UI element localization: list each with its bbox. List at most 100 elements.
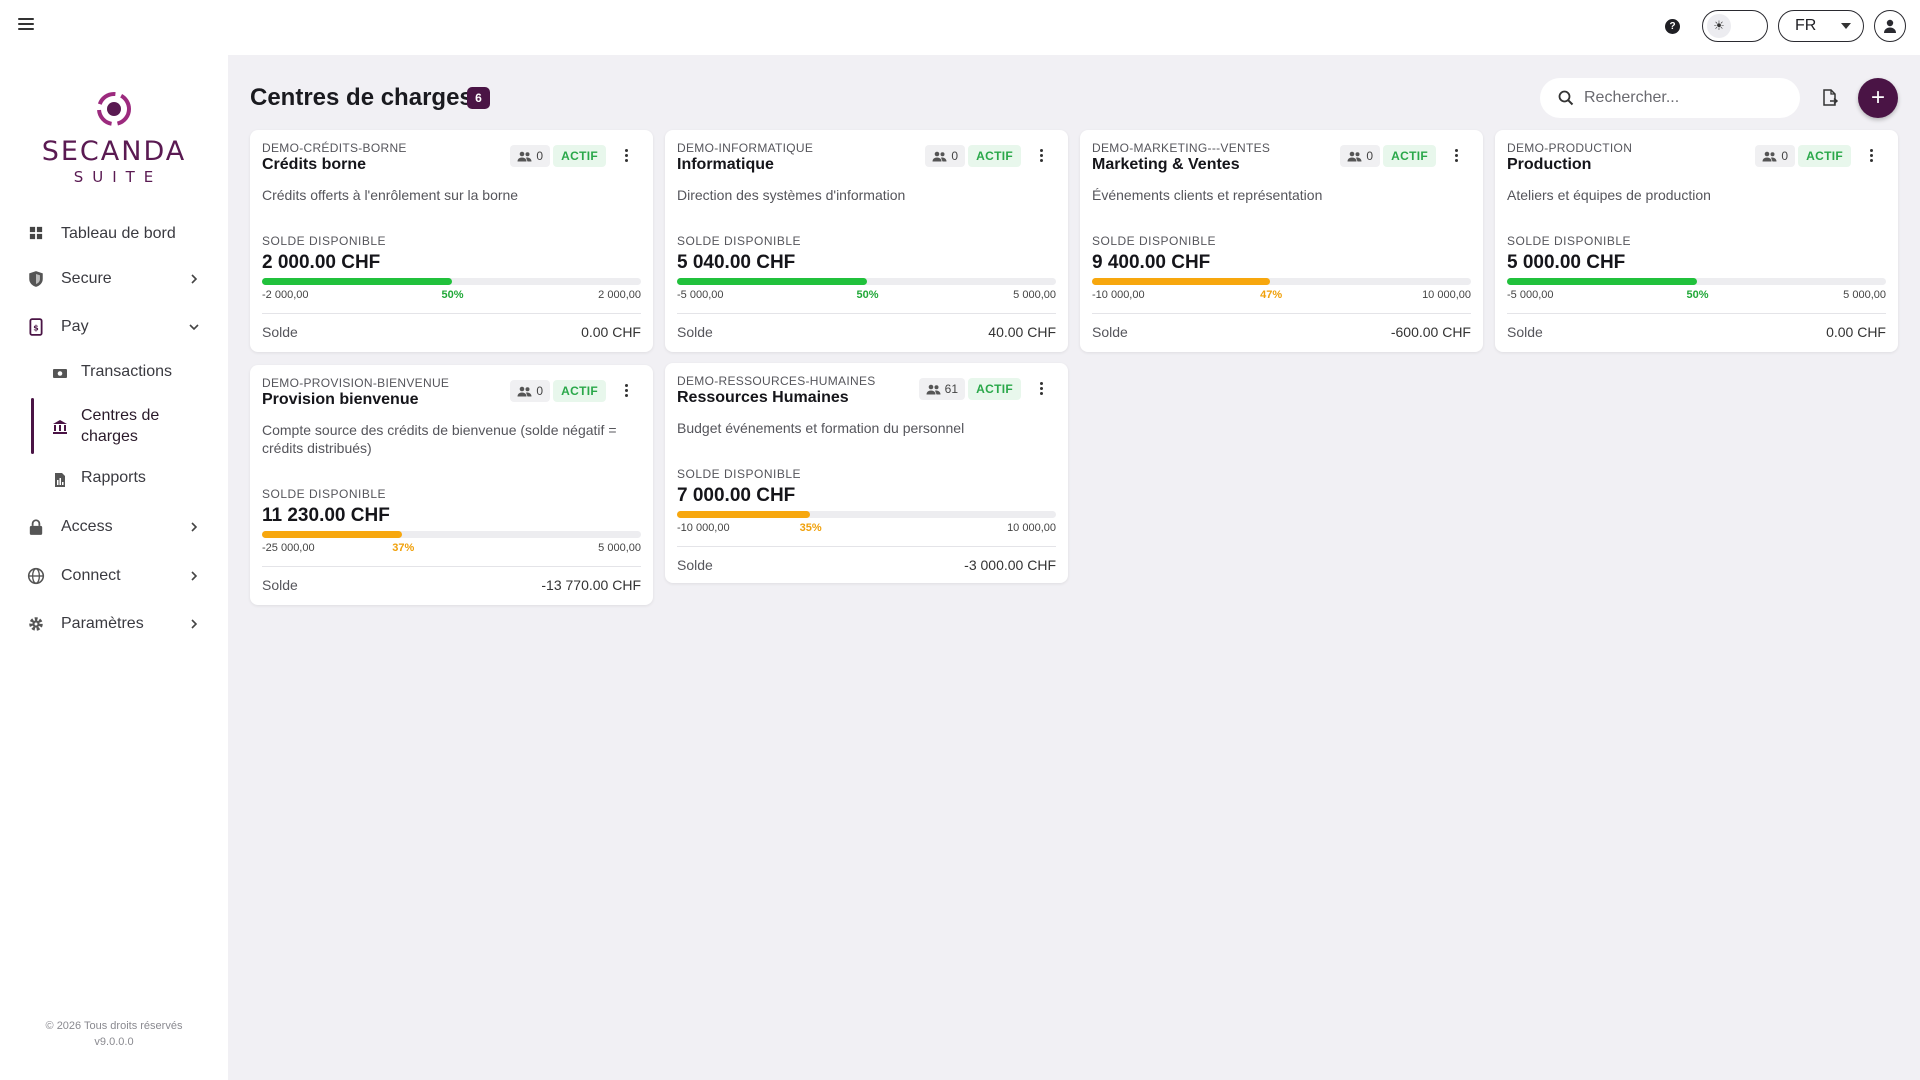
page-title: Centres de charges xyxy=(250,84,473,111)
shield-icon xyxy=(29,271,43,287)
sidebar-item-connect[interactable]: Connect xyxy=(0,565,228,587)
solde-value: -3 000.00 CHF xyxy=(964,557,1056,573)
chevron-right-icon xyxy=(191,274,198,284)
progress-fill xyxy=(262,531,403,538)
cost-center-card[interactable]: DEMO-RESSOURCES-HUMAINES Ressources Huma… xyxy=(665,363,1068,583)
cost-center-code: DEMO-PROVISION-BIENVENUE xyxy=(262,376,450,390)
count-badge: 6 xyxy=(467,87,490,109)
solde-label: Solde xyxy=(262,577,298,593)
solde-value: 40.00 CHF xyxy=(988,324,1056,340)
members-badge[interactable]: 0 xyxy=(1755,145,1795,167)
status-badge: ACTIF xyxy=(968,378,1021,400)
report-icon xyxy=(55,473,65,487)
sidebar-item-label: Transactions xyxy=(81,363,172,380)
members-badge[interactable]: 0 xyxy=(510,380,550,402)
theme-toggle[interactable]: ☀ xyxy=(1702,10,1768,42)
sidebar-item-access[interactable]: Access xyxy=(0,516,228,538)
solde-label: Solde xyxy=(1092,324,1128,340)
range-max: 5 000,00 xyxy=(598,542,641,554)
solde-value: 0.00 CHF xyxy=(581,324,641,340)
sidebar-item-cost-centers[interactable]: Centres de charges xyxy=(0,405,228,449)
cost-center-card[interactable]: DEMO-INFORMATIQUE Informatique 0 ACTIF D… xyxy=(665,130,1068,352)
cost-center-card[interactable]: DEMO-PROVISION-BIENVENUE Provision bienv… xyxy=(250,365,653,605)
sidebar-item-dashboard[interactable]: Tableau de bord xyxy=(0,223,228,245)
grid-icon xyxy=(29,226,43,240)
sidebar: SECANDA SUITE Tableau de bord Secure $ P… xyxy=(0,55,228,1080)
search-icon xyxy=(1558,90,1574,106)
search-box[interactable] xyxy=(1540,78,1800,118)
user-icon xyxy=(1884,19,1896,33)
cost-center-card[interactable]: DEMO-MARKETING---VENTES Marketing & Vent… xyxy=(1080,130,1483,352)
solde-label: Solde xyxy=(1507,324,1543,340)
available-balance: 7 000.00 CHF xyxy=(677,485,796,506)
more-options-icon[interactable] xyxy=(1870,149,1874,163)
cost-center-name: Marketing & Ventes xyxy=(1092,156,1240,173)
money-icon xyxy=(53,369,67,378)
cost-center-code: DEMO-CRÉDITS-BORNE xyxy=(262,141,407,155)
user-menu-button[interactable] xyxy=(1874,10,1906,42)
search-input[interactable] xyxy=(1584,89,1784,107)
more-options-icon[interactable] xyxy=(625,149,629,163)
members-count: 0 xyxy=(536,384,543,398)
sidebar-item-label: Connect xyxy=(61,567,121,584)
chevron-down-icon xyxy=(1841,23,1851,29)
version-text: v9.0.0.0 xyxy=(94,1036,134,1048)
range-max: 10 000,00 xyxy=(1422,289,1471,301)
top-bar: ? ☀ FR xyxy=(0,0,1920,55)
progress-fill xyxy=(262,278,452,285)
help-icon[interactable]: ? xyxy=(1665,18,1680,34)
available-balance: 5 000.00 CHF xyxy=(1507,252,1626,273)
cost-center-card[interactable]: DEMO-PRODUCTION Production 0 ACTIF Ateli… xyxy=(1495,130,1898,352)
cost-center-name: Production xyxy=(1507,156,1592,173)
balance-progress-bar xyxy=(677,278,1056,285)
cost-center-name: Provision bienvenue xyxy=(262,391,419,408)
menu-icon[interactable] xyxy=(18,18,34,34)
add-cost-center-button[interactable]: + xyxy=(1858,78,1898,118)
more-options-icon[interactable] xyxy=(625,384,629,398)
export-button[interactable] xyxy=(1818,86,1842,110)
sidebar-item-transactions[interactable]: Transactions xyxy=(0,363,228,385)
sidebar-item-label: Access xyxy=(61,518,113,535)
balance-label: SOLDE DISPONIBLE xyxy=(262,234,387,248)
sidebar-item-settings[interactable]: Paramètres xyxy=(0,613,228,635)
bank-icon xyxy=(53,420,67,434)
users-icon xyxy=(932,151,947,161)
divider xyxy=(1092,313,1471,314)
logo-subtitle: SUITE xyxy=(73,168,163,186)
progress-fill xyxy=(1092,278,1271,285)
solde-label: Solde xyxy=(677,557,713,573)
progress-percent: 50% xyxy=(856,289,879,301)
progress-percent: 47% xyxy=(1260,289,1283,301)
language-select[interactable]: FR xyxy=(1778,10,1864,42)
svg-text:$: $ xyxy=(33,323,38,332)
sidebar-item-pay[interactable]: $ Pay xyxy=(0,316,228,338)
more-options-icon[interactable] xyxy=(1040,382,1044,396)
more-options-icon[interactable] xyxy=(1455,149,1459,163)
available-balance: 9 400.00 CHF xyxy=(1092,252,1211,273)
users-icon xyxy=(1762,151,1777,161)
status-badge: ACTIF xyxy=(553,145,606,167)
divider xyxy=(262,313,641,314)
members-badge[interactable]: 0 xyxy=(925,145,965,167)
users-icon xyxy=(517,151,532,161)
progress-percent: 50% xyxy=(441,289,464,301)
copyright-text: © 2026 Tous droits réservés xyxy=(45,1020,183,1032)
cost-center-card[interactable]: DEMO-CRÉDITS-BORNE Crédits borne 0 ACTIF… xyxy=(250,130,653,352)
range-max: 2 000,00 xyxy=(598,289,641,301)
more-options-icon[interactable] xyxy=(1040,149,1044,163)
members-badge[interactable]: 0 xyxy=(1340,145,1380,167)
members-badge[interactable]: 0 xyxy=(510,145,550,167)
logo[interactable]: SECANDA SUITE xyxy=(0,89,228,186)
status-badge: ACTIF xyxy=(553,380,606,402)
available-balance: 11 230.00 CHF xyxy=(262,505,390,526)
sidebar-item-reports[interactable]: Rapports xyxy=(0,469,228,491)
balance-label: SOLDE DISPONIBLE xyxy=(677,467,802,481)
progress-percent: 37% xyxy=(392,542,415,554)
divider xyxy=(677,546,1056,547)
members-badge[interactable]: 61 xyxy=(918,378,965,400)
sidebar-item-label: Centres de charges xyxy=(81,407,160,445)
globe-icon xyxy=(27,567,45,585)
chevron-right-icon xyxy=(191,619,198,629)
sidebar-item-secure[interactable]: Secure xyxy=(0,268,228,290)
secanda-logo-icon xyxy=(97,92,131,126)
